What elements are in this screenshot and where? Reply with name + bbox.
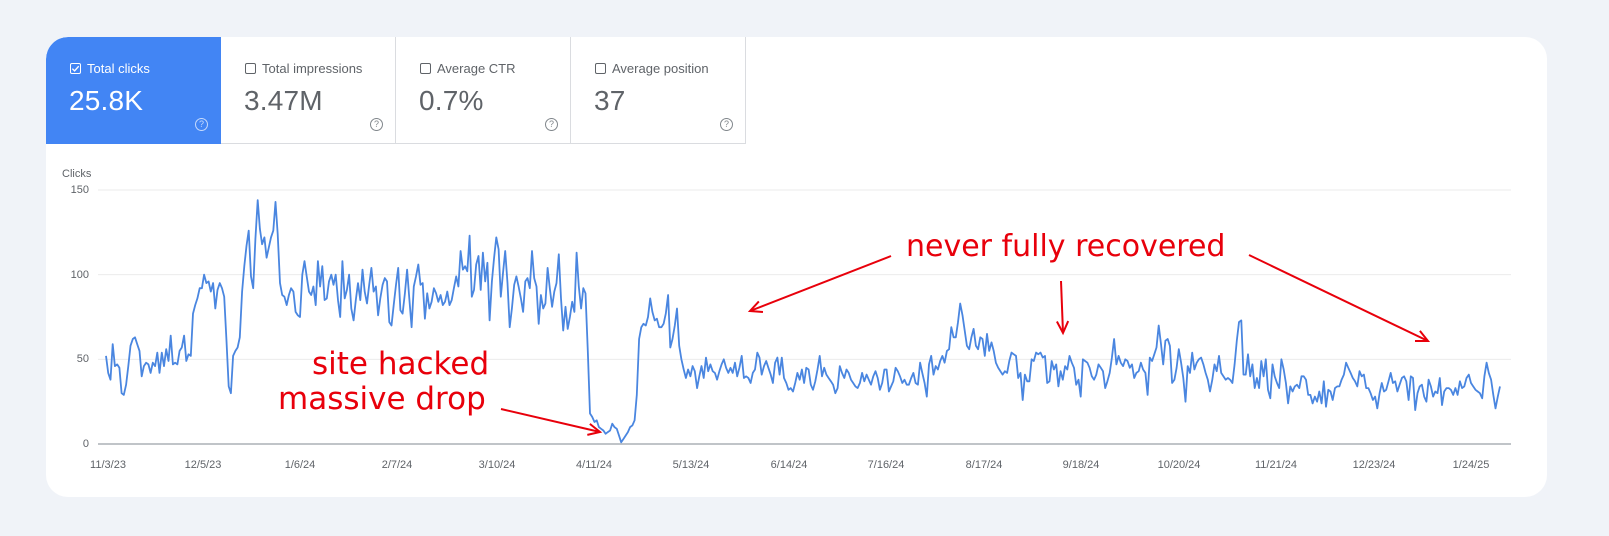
annotation-never-fully-recovered: never fully recovered xyxy=(906,229,1226,264)
x-tick: 11/21/24 xyxy=(1254,459,1298,471)
checkbox-checked-icon[interactable] xyxy=(70,63,81,74)
metric-value: 37 xyxy=(594,85,626,116)
arrow-to-recovery-middle-icon xyxy=(1056,280,1070,336)
question-circle-icon[interactable]: ? xyxy=(545,118,558,131)
annotation-arrows xyxy=(500,254,1431,436)
checkbox-unchecked-icon[interactable] xyxy=(245,63,256,74)
checkbox-unchecked-icon[interactable] xyxy=(420,63,431,74)
question-circle-icon[interactable]: ? xyxy=(370,118,383,131)
checkbox-unchecked-icon[interactable] xyxy=(595,63,606,74)
annotation-site-hacked: site hacked xyxy=(312,346,490,382)
y-tick: 100 xyxy=(70,269,89,281)
y-tick: 0 xyxy=(82,438,89,450)
performance-card: Total clicks 25.8K ? Total impressions 3… xyxy=(46,37,1547,497)
x-tick: 10/20/24 xyxy=(1157,459,1201,471)
arrow-to-recovery-right-icon xyxy=(1248,254,1431,343)
x-tick: 12/5/23 xyxy=(184,459,222,471)
y-tick: 150 xyxy=(70,184,89,196)
x-tick: 7/16/24 xyxy=(867,459,905,471)
x-tick: 1/24/25 xyxy=(1452,459,1490,471)
metric-tile-average-position[interactable]: Average position 37 ? xyxy=(571,37,746,144)
question-circle-icon[interactable]: ? xyxy=(720,118,733,131)
clicks-series-line xyxy=(105,199,1501,444)
y-tick: 50 xyxy=(76,353,89,365)
metric-label: Total clicks xyxy=(87,61,150,76)
metric-label: Average position xyxy=(612,61,709,76)
x-tick: 2/7/24 xyxy=(381,459,413,471)
x-tick: 3/10/24 xyxy=(478,459,516,471)
metric-tiles: Total clicks 25.8K ? Total impressions 3… xyxy=(46,37,746,144)
question-circle-icon[interactable]: ? xyxy=(195,118,208,131)
metric-tile-total-clicks[interactable]: Total clicks 25.8K ? xyxy=(46,37,221,144)
x-tick: 6/14/24 xyxy=(770,459,808,471)
y-axis-title: Clicks xyxy=(62,168,92,180)
x-tick: 1/6/24 xyxy=(284,459,316,471)
metric-value: 25.8K xyxy=(69,85,144,116)
x-tick: 9/18/24 xyxy=(1062,459,1100,471)
x-tick: 8/17/24 xyxy=(965,459,1003,471)
x-tick: 4/11/24 xyxy=(576,459,612,471)
x-tick: 11/3/23 xyxy=(90,459,126,471)
arrow-to-recovery-left-icon xyxy=(747,255,892,314)
metric-tile-total-impressions[interactable]: Total impressions 3.47M ? xyxy=(221,37,396,144)
metric-tile-average-ctr[interactable]: Average CTR 0.7% ? xyxy=(396,37,571,144)
metric-value: 0.7% xyxy=(419,85,484,116)
gridlines xyxy=(98,189,1511,445)
metric-label: Average CTR xyxy=(437,61,516,76)
x-tick: 12/23/24 xyxy=(1352,459,1396,471)
annotation-massive-drop: massive drop xyxy=(278,381,486,417)
x-tick: 5/13/24 xyxy=(672,459,710,471)
metric-label: Total impressions xyxy=(262,61,363,76)
metric-value: 3.47M xyxy=(244,85,323,116)
arrow-to-drop-icon xyxy=(500,408,603,436)
